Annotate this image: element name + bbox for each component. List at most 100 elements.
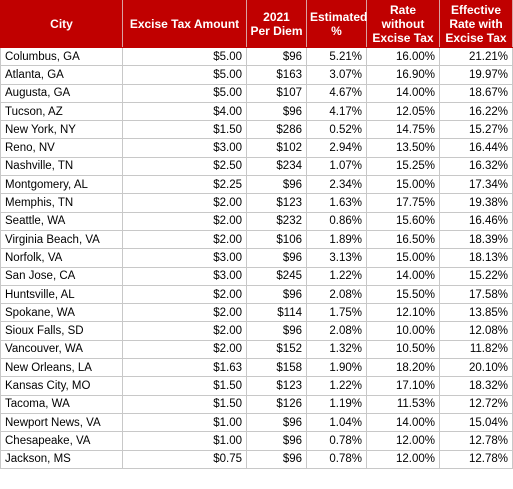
cell-city: Seattle, WA (0, 211, 123, 231)
cell-per-diem: $234 (246, 156, 307, 177)
cell-excise-tax: $5.00 (122, 46, 247, 67)
cell-effective-rate: 19.97% (439, 65, 513, 85)
cell-estimated: 3.13% (306, 248, 367, 268)
cell-effective-rate: 18.32% (439, 376, 513, 396)
cell-per-diem: $158 (246, 358, 307, 378)
cell-excise-tax: $2.00 (122, 211, 247, 231)
cell-per-diem: $102 (246, 138, 307, 158)
cell-city: Augusta, GA (0, 83, 123, 103)
cell-estimated: 1.75% (306, 303, 367, 323)
cell-estimated: 2.08% (306, 284, 367, 305)
cell-estimated: 1.32% (306, 339, 367, 360)
cell-per-diem: $114 (246, 303, 307, 323)
cell-city: Tacoma, WA (0, 394, 123, 414)
cell-excise-tax: $2.25 (122, 175, 247, 195)
cell-effective-rate: 13.85% (439, 303, 513, 323)
cell-effective-rate: 16.46% (439, 211, 513, 231)
cell-city: Atlanta, GA (0, 65, 123, 85)
cell-rate-without: 15.25% (366, 156, 440, 177)
cell-per-diem: $96 (246, 449, 307, 469)
cell-city: San Jose, CA (0, 266, 123, 286)
header-effective-rate: Effective Rate with Excise Tax (439, 0, 513, 48)
cell-per-diem: $96 (246, 321, 307, 341)
cell-estimated: 1.22% (306, 376, 367, 396)
table-row: Tucson, AZ $4.00 $96 4.17% 12.05% 16.22% (0, 101, 513, 122)
cell-excise-tax: $3.00 (122, 248, 247, 268)
cell-rate-without: 14.00% (366, 266, 440, 286)
cell-per-diem: $245 (246, 266, 307, 286)
cell-effective-rate: 17.58% (439, 284, 513, 305)
cell-excise-tax: $2.00 (122, 193, 247, 213)
table-row: Atlanta, GA $5.00 $163 3.07% 16.90% 19.97% (0, 65, 513, 85)
header-estimated-pct: Estimated % (306, 0, 367, 48)
table-body: Columbus, GA $5.00 $96 5.21% 16.00% 21.21% Atl… (0, 46, 513, 469)
cell-city: Reno, NV (0, 138, 123, 158)
cell-effective-rate: 12.08% (439, 321, 513, 341)
table-row: San Jose, CA $3.00 $245 1.22% 14.00% 15.22% (0, 266, 513, 286)
cell-rate-without: 12.10% (366, 303, 440, 323)
cell-effective-rate: 17.34% (439, 175, 513, 195)
cell-effective-rate: 15.22% (439, 266, 513, 286)
cell-excise-tax: $3.00 (122, 138, 247, 158)
cell-excise-tax: $1.00 (122, 431, 247, 451)
cell-city: Tucson, AZ (0, 101, 123, 122)
cell-rate-without: 12.05% (366, 101, 440, 122)
cell-estimated: 2.08% (306, 321, 367, 341)
table-row: Kansas City, MO $1.50 $123 1.22% 17.10% 18.32… (0, 376, 513, 396)
header-excise-tax-amount: Excise Tax Amount (122, 0, 247, 48)
header-per-diem: 2021 Per Diem (246, 0, 307, 48)
cell-city: Newport News, VA (0, 412, 123, 433)
table-row: Newport News, VA $1.00 $96 1.04% 14.00% 15.04… (0, 412, 513, 433)
cell-city: Memphis, TN (0, 193, 123, 213)
cell-effective-rate: 12.72% (439, 394, 513, 414)
table-header: City Excise Tax Amount 2021 Per Diem Est… (0, 0, 513, 48)
cell-per-diem: $126 (246, 394, 307, 414)
table-row: New York, NY $1.50 $286 0.52% 14.75% 15.27% (0, 120, 513, 140)
cell-excise-tax: $1.00 (122, 412, 247, 433)
cell-effective-rate: 15.27% (439, 120, 513, 140)
cell-rate-without: 16.50% (366, 229, 440, 250)
cell-rate-without: 15.60% (366, 211, 440, 231)
cell-effective-rate: 12.78% (439, 449, 513, 469)
cell-effective-rate: 18.13% (439, 248, 513, 268)
cell-per-diem: $232 (246, 211, 307, 231)
header-row: City Excise Tax Amount 2021 Per Diem Est… (0, 0, 513, 48)
cell-estimated: 1.19% (306, 394, 367, 414)
cell-excise-tax: $5.00 (122, 65, 247, 85)
cell-excise-tax: $5.00 (122, 83, 247, 103)
cell-rate-without: 14.00% (366, 83, 440, 103)
cell-estimated: 1.89% (306, 229, 367, 250)
header-rate-without: Rate without Excise Tax (366, 0, 440, 48)
cell-per-diem: $96 (246, 431, 307, 451)
cell-excise-tax: $1.50 (122, 394, 247, 414)
cell-per-diem: $96 (246, 175, 307, 195)
cell-per-diem: $123 (246, 376, 307, 396)
cell-rate-without: 15.00% (366, 175, 440, 195)
table-row: Memphis, TN $2.00 $123 1.63% 17.75% 19.38% (0, 193, 513, 213)
cell-effective-rate: 16.44% (439, 138, 513, 158)
table-row: Tacoma, WA $1.50 $126 1.19% 11.53% 12.72% (0, 394, 513, 414)
cell-per-diem: $123 (246, 193, 307, 213)
cell-city: Chesapeake, VA (0, 431, 123, 451)
cell-rate-without: 13.50% (366, 138, 440, 158)
cell-city: New York, NY (0, 120, 123, 140)
cell-estimated: 2.34% (306, 175, 367, 195)
cell-city: Jackson, MS (0, 449, 123, 469)
cell-rate-without: 11.53% (366, 394, 440, 414)
cell-excise-tax: $2.00 (122, 229, 247, 250)
table-row: Sioux Falls, SD $2.00 $96 2.08% 10.00% 12.08% (0, 321, 513, 341)
cell-rate-without: 16.00% (366, 46, 440, 67)
cell-city: Columbus, GA (0, 46, 123, 67)
cell-city: Sioux Falls, SD (0, 321, 123, 341)
cell-city: Vancouver, WA (0, 339, 123, 360)
cell-estimated: 5.21% (306, 46, 367, 67)
cell-effective-rate: 19.38% (439, 193, 513, 213)
table-row: Montgomery, AL $2.25 $96 2.34% 15.00% 17.34% (0, 175, 513, 195)
cell-effective-rate: 12.78% (439, 431, 513, 451)
table-row: Jackson, MS $0.75 $96 0.78% 12.00% 12.78% (0, 449, 513, 469)
cell-city: Kansas City, MO (0, 376, 123, 396)
cell-excise-tax: $1.50 (122, 120, 247, 140)
cell-estimated: 1.22% (306, 266, 367, 286)
cell-city: Huntsville, AL (0, 284, 123, 305)
cell-estimated: 3.07% (306, 65, 367, 85)
